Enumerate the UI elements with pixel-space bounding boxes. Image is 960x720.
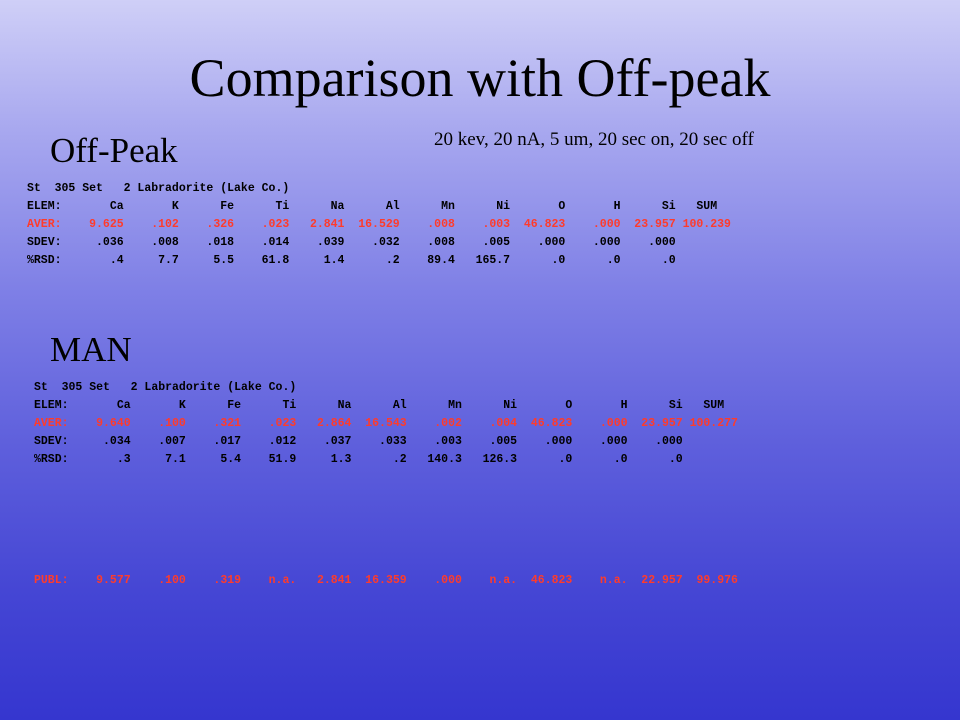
offpeak-elem-header: ELEM: Ca K Fe Ti Na Al Mn Ni O H Si SUM <box>27 200 718 213</box>
offpeak-sample-line: St 305 Set 2 Labradorite (Lake Co.) <box>27 182 290 195</box>
man-section-label: MAN <box>50 330 132 369</box>
offpeak-data-block: St 305 Set 2 Labradorite (Lake Co.) ELEM:… <box>27 180 731 270</box>
published-values-row: PUBL: 9.577 .100 .319 n.a. 2.841 16.359 … <box>34 574 738 587</box>
offpeak-sdev-row: SDEV: .036 .008 .018 .014 .039 .032 .008… <box>27 236 676 249</box>
offpeak-aver-row: AVER: 9.625 .102 .326 .023 2.841 16.529 … <box>27 218 731 231</box>
man-aver-row: AVER: 9.640 .100 .321 .023 2.864 16.543 … <box>34 417 738 430</box>
man-sdev-row: SDEV: .034 .007 .017 .012 .037 .033 .003… <box>34 435 683 448</box>
offpeak-rsd-row: %RSD: .4 7.7 5.5 61.8 1.4 .2 89.4 165.7 … <box>27 254 676 267</box>
man-rsd-row: %RSD: .3 7.1 5.4 51.9 1.3 .2 140.3 126.3… <box>34 453 683 466</box>
offpeak-section-label: Off-Peak <box>50 131 178 170</box>
man-sample-line: St 305 Set 2 Labradorite (Lake Co.) <box>34 381 297 394</box>
man-data-block: St 305 Set 2 Labradorite (Lake Co.) ELEM:… <box>34 379 738 469</box>
man-elem-header: ELEM: Ca K Fe Ti Na Al Mn Ni O H Si SUM <box>34 399 725 412</box>
slide-title: Comparison with Off-peak <box>189 48 771 108</box>
analysis-conditions: 20 kev, 20 nA, 5 um, 20 sec on, 20 sec o… <box>434 129 754 150</box>
